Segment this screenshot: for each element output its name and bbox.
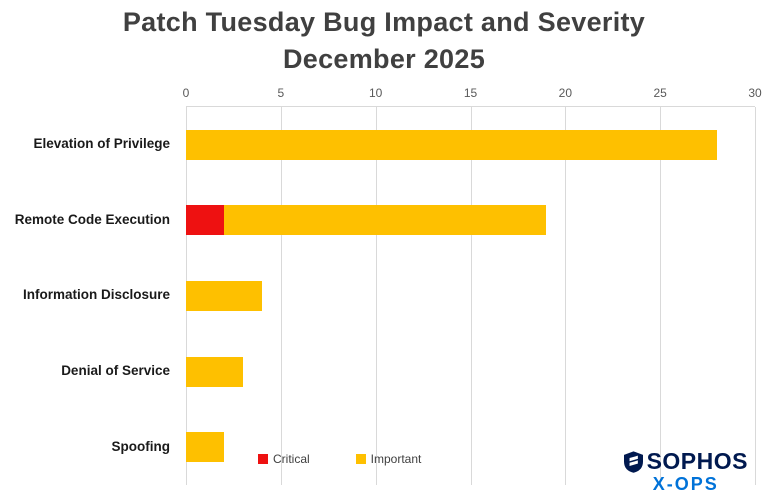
gridline xyxy=(470,107,472,485)
bar-segment-critical xyxy=(186,205,224,236)
gridline xyxy=(280,107,282,485)
category-label: Information Disclosure xyxy=(22,287,170,303)
bar-row xyxy=(186,107,755,183)
category-label: Remote Code Execution xyxy=(14,211,170,227)
bar-spoofing xyxy=(186,432,755,463)
sophos-sub-brand: X-OPS xyxy=(652,474,719,494)
x-axis: 0 5 10 15 20 25 30 xyxy=(182,86,762,102)
x-tick-label: 0 xyxy=(182,86,190,100)
bar-segment-important xyxy=(223,205,547,236)
gridline xyxy=(375,107,377,485)
category-label: Spoofing xyxy=(111,438,170,454)
bar-remote-code-execution xyxy=(186,205,755,236)
category-label: Denial of Service xyxy=(61,363,170,379)
gridline xyxy=(755,107,756,485)
bar-segment-important xyxy=(186,129,718,160)
bar-information-disclosure xyxy=(186,280,755,311)
bar-row xyxy=(186,334,755,410)
sophos-logo: SOPHOS X-OPS xyxy=(623,448,748,495)
sophos-shield-icon xyxy=(623,450,643,473)
x-tick-label: 15 xyxy=(463,86,478,100)
legend: Critical Important xyxy=(258,452,421,466)
category-label: Elevation of Privilege xyxy=(33,136,170,152)
bar-denial-of-service xyxy=(186,356,755,387)
legend-label: Important xyxy=(370,452,422,466)
legend-item-important: Important xyxy=(355,452,422,466)
x-tick-label: 5 xyxy=(277,86,285,100)
legend-swatch xyxy=(258,454,268,464)
legend-label: Critical xyxy=(273,452,310,466)
bar-elevation-of-privilege xyxy=(186,129,755,160)
x-tick-label: 20 xyxy=(558,86,573,100)
x-tick-label: 30 xyxy=(748,86,762,100)
sophos-wordmark: SOPHOS xyxy=(623,448,748,475)
x-tick-label: 10 xyxy=(368,86,383,100)
bar-row xyxy=(186,409,755,485)
bar-segment-important xyxy=(186,356,243,387)
legend-swatch xyxy=(355,454,366,464)
bar-segment-important xyxy=(186,432,224,463)
sophos-brand-text: SOPHOS xyxy=(646,448,748,474)
chart-title-line2: December 2025 xyxy=(282,44,486,74)
chart-title-line1: Patch Tuesday Bug Impact and Severity xyxy=(122,7,646,37)
chart-title: Patch Tuesday Bug Impact and Severity De… xyxy=(0,4,768,78)
gridline xyxy=(660,107,662,485)
x-tick-label: 25 xyxy=(653,86,667,100)
legend-item-critical: Critical xyxy=(258,452,310,466)
bar-row xyxy=(186,258,755,334)
plot-area xyxy=(186,106,756,485)
bar-row xyxy=(186,183,755,259)
bar-segment-important xyxy=(186,280,262,311)
category-labels: Elevation of Privilege Remote Code Execut… xyxy=(0,106,178,484)
gridline xyxy=(565,107,567,485)
